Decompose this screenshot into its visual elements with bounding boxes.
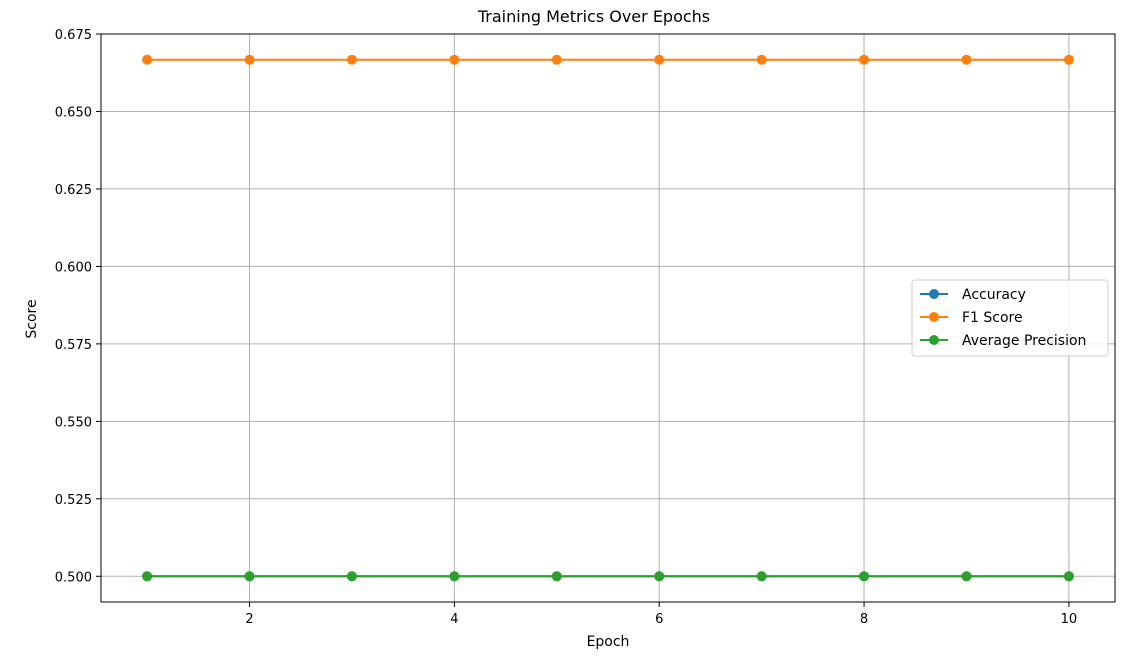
data-point-average-precision xyxy=(756,571,767,582)
y-tick-label: 0.675 xyxy=(55,28,92,43)
data-point-f1-score xyxy=(244,54,255,65)
legend-label: Average Precision xyxy=(962,333,1086,349)
y-tick-label: 0.575 xyxy=(55,338,92,353)
data-point-f1-score xyxy=(961,54,972,65)
legend: Accuracy F1 Score Average Precision xyxy=(911,279,1109,357)
legend-label: F1 Score xyxy=(962,310,1023,326)
legend-label: Accuracy xyxy=(962,287,1026,303)
y-tick-label: 0.500 xyxy=(55,570,92,585)
y-tick-label: 0.525 xyxy=(55,493,92,508)
y-tick-label: 0.600 xyxy=(55,260,92,275)
legend-item-average-precision: Average Precision xyxy=(920,333,1086,349)
y-tick-label: 0.650 xyxy=(55,105,92,120)
data-point-average-precision xyxy=(654,571,665,582)
x-tick-label: 10 xyxy=(1061,612,1078,627)
data-point-f1-score xyxy=(859,54,870,65)
data-point-average-precision xyxy=(449,571,460,582)
data-point-f1-score xyxy=(1063,54,1074,65)
series-f1-score xyxy=(142,54,1074,65)
data-point-average-precision xyxy=(142,571,153,582)
data-point-average-precision xyxy=(551,571,562,582)
data-point-average-precision xyxy=(346,571,357,582)
x-tick-label: 6 xyxy=(655,612,663,627)
data-point-f1-score xyxy=(142,54,153,65)
x-tick-label: 4 xyxy=(450,612,458,627)
y-axis-label: Score xyxy=(24,299,40,338)
data-point-average-precision xyxy=(961,571,972,582)
y-axis-ticks: 0.500 0.525 0.550 0.575 0.600 0.625 0.650 0.675 xyxy=(55,28,101,585)
series-layer xyxy=(142,54,1074,582)
data-point-average-precision xyxy=(859,571,870,582)
x-tick-label: 2 xyxy=(245,612,253,627)
legend-marker xyxy=(929,335,939,345)
legend-item-f1-score: F1 Score xyxy=(920,310,1023,326)
y-tick-label: 0.550 xyxy=(55,415,92,430)
data-point-f1-score xyxy=(449,54,460,65)
y-tick-label: 0.625 xyxy=(55,183,92,198)
x-axis-label: Epoch xyxy=(587,634,630,650)
data-point-average-precision xyxy=(1063,571,1074,582)
x-axis-ticks: 2 4 6 8 10 xyxy=(245,602,1077,627)
data-point-f1-score xyxy=(551,54,562,65)
data-point-f1-score xyxy=(756,54,767,65)
chart-title: Training Metrics Over Epochs xyxy=(477,7,710,26)
legend-marker xyxy=(929,289,939,299)
data-point-f1-score xyxy=(346,54,357,65)
series-average-precision xyxy=(142,571,1074,582)
legend-item-accuracy: Accuracy xyxy=(920,287,1026,303)
x-tick-label: 8 xyxy=(860,612,868,627)
legend-box xyxy=(911,279,1109,357)
legend-marker xyxy=(929,312,939,322)
data-point-f1-score xyxy=(654,54,665,65)
data-point-average-precision xyxy=(244,571,255,582)
plot-frame xyxy=(100,33,1116,603)
